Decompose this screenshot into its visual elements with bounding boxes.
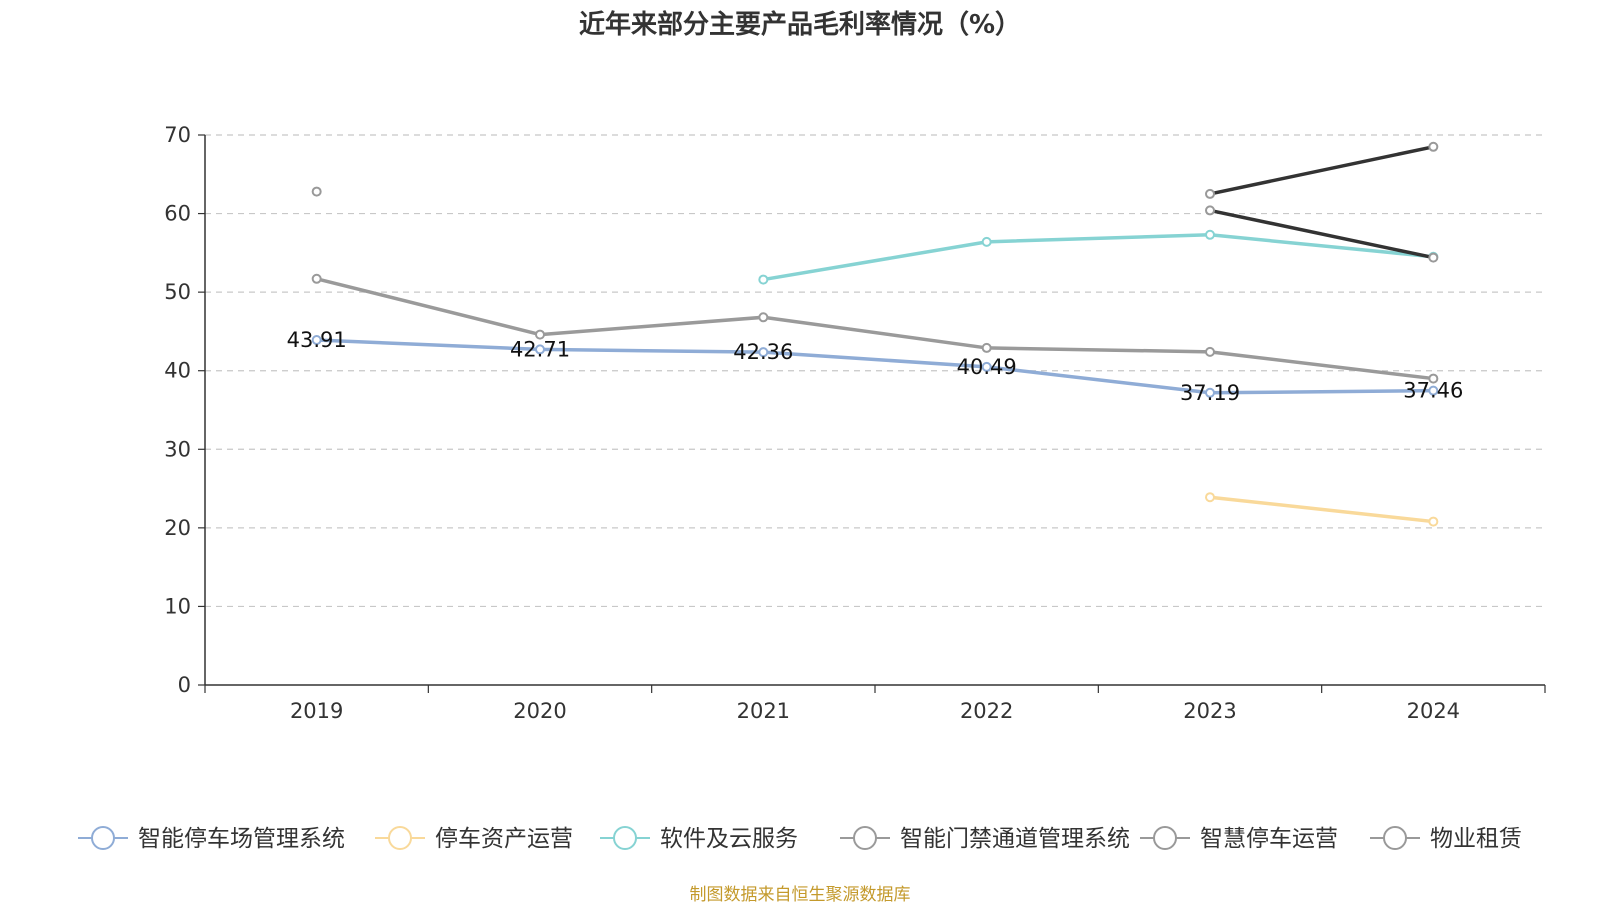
data-point [311,273,322,284]
data-point [311,334,322,345]
data-label: 40.49 [957,355,1017,379]
series-line [1209,208,1434,260]
grid-lines [205,134,1545,608]
legend-item: 软件及云服务 [600,826,798,852]
legend-marker [1153,826,1177,850]
y-tick-label: 70 [164,123,191,147]
data-labels: 43.91 42.71 42.36 40.49 37.19 37.46 [287,328,1464,405]
y-tick-label: 60 [164,202,191,226]
x-tick-label: 2019 [290,699,343,723]
legend-label: 软件及云服务 [660,826,798,852]
data-label: 43.91 [287,328,347,352]
legend-marker [388,826,412,850]
legend-marker [91,826,115,850]
source-note: 制图数据来自恒生聚源数据库 [689,885,911,905]
data-point [758,347,769,358]
data-label: 42.71 [510,337,570,361]
data-point [1428,141,1439,152]
y-tick-label: 30 [164,437,191,461]
x-tick-label: 2023 [1183,699,1236,723]
y-tick-label: 10 [164,594,191,618]
y-tick-label: 20 [164,516,191,540]
data-point [1205,188,1215,199]
data-point [758,312,769,323]
y-tick-label: 50 [164,280,191,304]
series-line [316,277,1434,381]
data-point [1205,387,1215,398]
legend-marker [613,826,637,850]
y-tick-label: 40 [164,359,191,383]
legend-marker [853,826,877,850]
x-tick-label: 2020 [513,699,566,723]
legend-marker [1383,826,1407,850]
series-lines [311,141,1439,527]
data-point [535,329,545,340]
data-point [1428,516,1439,527]
data-point [1428,385,1439,396]
legend-item: 智能门禁通道管理系统 [840,826,1130,852]
data-point [981,236,992,247]
legend-item: 物业租赁 [1370,826,1522,852]
x-tick-label: 2024 [1407,699,1460,723]
data-point [981,361,992,372]
data-point [1205,492,1215,503]
series-line [763,233,1434,282]
data-point [535,344,545,355]
legend-label: 智慧停车运营 [1200,826,1338,852]
legend-label: 停车资产运营 [435,826,573,852]
legend-item: 智能停车场管理系统 [78,826,345,852]
data-label: 37.19 [1180,381,1240,405]
legend-item: 智慧停车运营 [1140,826,1338,852]
legend-label: 物业租赁 [1430,826,1522,852]
axes: 0 10 20 30 40 50 60 70 2019 2020 2021 2022 2023 2024 [164,123,1546,723]
data-point [981,342,992,353]
series-line [1209,145,1434,196]
data-point [1205,229,1215,240]
data-label: 37.46 [1403,379,1463,403]
legend: 智能停车场管理系统 停车资产运营 软件及云服务 智能门禁通道管理系统 智慧停车运营 物业租… [78,826,1522,852]
data-point [1428,373,1439,384]
data-point [1428,252,1439,263]
series-line [1209,495,1434,524]
legend-label: 智能停车场管理系统 [138,826,345,852]
data-point [311,186,322,197]
legend-item: 停车资产运营 [375,826,573,852]
series-line [316,338,1434,395]
x-tick-label: 2022 [960,699,1013,723]
legend-label: 智能门禁通道管理系统 [900,826,1130,852]
x-tick-label: 2021 [737,699,790,723]
data-point [1205,346,1215,357]
data-point [1205,205,1215,216]
y-tick-label: 0 [178,673,191,697]
data-label: 42.36 [733,340,793,364]
data-point [758,274,769,285]
chart-title: 近年来部分主要产品毛利率情况（%） [578,10,1022,40]
